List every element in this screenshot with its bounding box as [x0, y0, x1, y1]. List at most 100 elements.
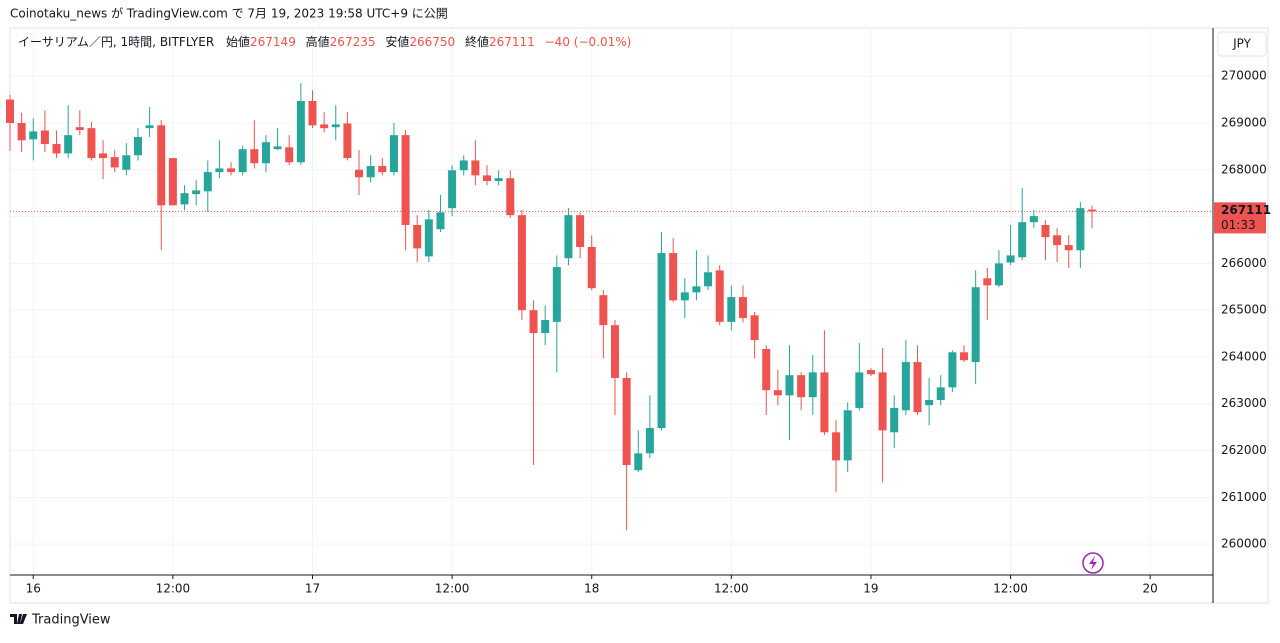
x-tick-label: 20	[1143, 582, 1158, 596]
candle-body	[6, 99, 14, 123]
currency-label[interactable]: JPY	[1232, 37, 1252, 51]
candle-body	[157, 125, 166, 206]
candle-body	[40, 130, 49, 145]
candle-body	[901, 362, 910, 411]
candle-body	[64, 135, 73, 154]
currency-button[interactable]	[1217, 31, 1267, 57]
candle-body	[273, 146, 282, 150]
x-tick-label: 12:00	[714, 582, 749, 596]
x-tick-label: 12:00	[993, 582, 1028, 596]
candle-body	[238, 149, 247, 173]
candle-body	[471, 160, 480, 176]
candle-body	[832, 432, 841, 461]
candle-body	[960, 352, 969, 361]
candle-body	[971, 287, 980, 363]
candle-body	[401, 135, 410, 225]
candle-body	[133, 137, 142, 156]
legend-high: 267235	[330, 35, 376, 49]
y-tick-label: 261000	[1221, 490, 1267, 504]
candle-body	[506, 178, 515, 216]
candle-body	[878, 372, 887, 431]
candle-body	[180, 193, 189, 205]
candle-body	[576, 215, 585, 247]
candle-body	[250, 149, 259, 164]
candle-body	[983, 278, 992, 286]
legend-low-label: 安値	[385, 34, 409, 49]
x-tick-label: 19	[863, 582, 878, 596]
footer: TradingView	[31, 613, 111, 628]
candle-body	[587, 246, 596, 289]
legend-change: −40 (−0.01%)	[545, 35, 632, 49]
candle-body	[890, 407, 899, 433]
candle-body	[145, 125, 154, 129]
frame	[9, 27, 1269, 604]
candle-body	[855, 372, 864, 408]
candle-body	[1053, 235, 1062, 246]
candle-body	[936, 387, 945, 400]
candle-body	[1076, 208, 1085, 251]
y-tick-label: 265000	[1221, 303, 1267, 317]
header: Coinotaku_news が TradingView.com で 7月 19…	[10, 6, 448, 21]
legend-title: イーサリアム／円, 1時間, BITFLYER	[18, 35, 214, 49]
candle-body	[1006, 255, 1015, 263]
legend: イーサリアム／円, 1時間, BITFLYER 始値267149 高値26723…	[18, 34, 631, 49]
event-bolt	[1089, 556, 1097, 570]
candle-body	[599, 295, 608, 326]
y-tick-label: 264000	[1221, 349, 1267, 363]
candle-body	[483, 175, 492, 182]
candle-body	[29, 131, 38, 140]
y-tick-label: 270000	[1221, 69, 1267, 83]
candle-body	[308, 100, 317, 126]
candle-body	[75, 127, 84, 131]
candle-body	[843, 410, 852, 461]
candle-body	[355, 169, 364, 178]
candle-body	[797, 375, 806, 398]
legend-low: 266750	[409, 35, 455, 49]
candle-body	[87, 128, 96, 159]
legend-high-label: 高値	[306, 34, 330, 49]
last-price-label: 267111	[1221, 203, 1271, 217]
x-tick-label: 12:00	[435, 582, 470, 596]
legend-open: 267149	[250, 35, 296, 49]
candle-body	[994, 263, 1003, 286]
candle-body	[52, 144, 61, 154]
x-tick-label: 16	[26, 582, 41, 596]
candle-body	[948, 352, 957, 388]
candle-body	[704, 272, 713, 287]
candle-body	[692, 286, 701, 293]
candle-body	[99, 153, 108, 159]
candle-body	[541, 319, 550, 334]
candle-body	[227, 168, 236, 173]
candle-body	[645, 428, 654, 454]
candle-body	[1018, 222, 1027, 258]
candle-body	[669, 253, 678, 301]
candle-body	[331, 124, 340, 128]
candle-body	[192, 190, 201, 195]
y-tick-label: 262000	[1221, 443, 1267, 457]
candle-body	[459, 160, 468, 171]
legend-close-label: 終値	[465, 34, 489, 49]
candle-body	[296, 100, 305, 163]
candle-body	[762, 348, 771, 391]
y-tick-label: 266000	[1221, 256, 1267, 270]
candle-body	[517, 215, 526, 311]
x-tick-label: 12:00	[156, 582, 191, 596]
candle-body	[657, 253, 666, 429]
candle-body	[261, 142, 270, 164]
candle-body	[634, 453, 643, 471]
candle-body	[494, 178, 503, 182]
candle-body	[110, 157, 119, 168]
x-tick-label: 18	[584, 582, 599, 596]
candle-body	[750, 315, 759, 341]
candle-body	[378, 166, 387, 173]
candle-body	[715, 270, 724, 322]
candle-body	[448, 170, 457, 209]
candle-body	[413, 224, 422, 249]
countdown: 01:33	[1221, 218, 1256, 232]
candle-body	[366, 166, 375, 178]
candle-body	[727, 297, 736, 322]
candle-body	[808, 372, 817, 398]
candle-body	[866, 370, 875, 375]
